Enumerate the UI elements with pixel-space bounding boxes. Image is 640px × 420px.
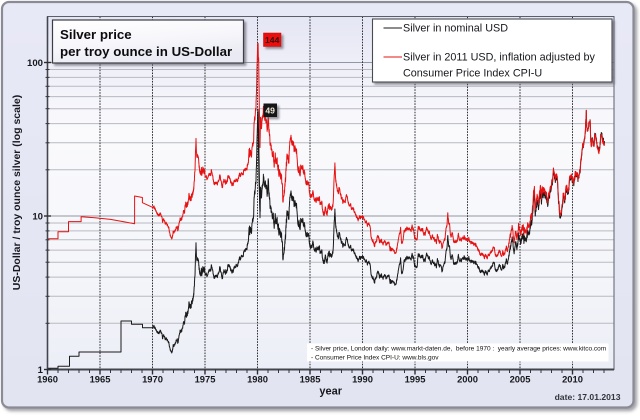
svg-text:per troy ounce in US-Dollar: per troy ounce in US-Dollar: [60, 44, 232, 59]
svg-text:1990: 1990: [352, 374, 373, 385]
svg-text:144: 144: [265, 35, 280, 45]
svg-text:2005: 2005: [510, 374, 531, 385]
svg-text:1975: 1975: [195, 374, 216, 385]
svg-text:Silver price: Silver price: [60, 27, 132, 42]
svg-text:US-Dollar / troy ounce silver: US-Dollar / troy ounce silver (log scale…: [11, 95, 23, 290]
svg-text:1980: 1980: [247, 374, 268, 385]
svg-text:Silver in nominal USD: Silver in nominal USD: [403, 23, 508, 35]
svg-text:1965: 1965: [90, 374, 111, 385]
svg-text:49: 49: [265, 106, 275, 116]
svg-text:1970: 1970: [142, 374, 163, 385]
svg-text:- Silver price, London daily:: - Silver price, London daily: www.markt-…: [311, 346, 606, 353]
svg-text:year: year: [319, 386, 342, 398]
svg-text:date: 17.01.2013: date: 17.01.2013: [555, 392, 621, 402]
svg-text:1: 1: [38, 365, 44, 376]
svg-text:2000: 2000: [457, 374, 478, 385]
svg-text:100: 100: [27, 58, 43, 69]
svg-text:- Consumer Price Index CPI-U:: - Consumer Price Index CPI-U: www.bls.go…: [311, 355, 439, 362]
svg-text:1985: 1985: [300, 374, 321, 385]
svg-text:Consumer Price Index CPI-U: Consumer Price Index CPI-U: [403, 68, 542, 80]
svg-text:2010: 2010: [562, 374, 583, 385]
svg-text:Silver in 2011 USD, inflation: Silver in 2011 USD, inflation adjusted b…: [403, 52, 595, 64]
svg-text:1995: 1995: [405, 374, 426, 385]
svg-text:1960: 1960: [37, 374, 58, 385]
svg-text:10: 10: [32, 212, 43, 223]
